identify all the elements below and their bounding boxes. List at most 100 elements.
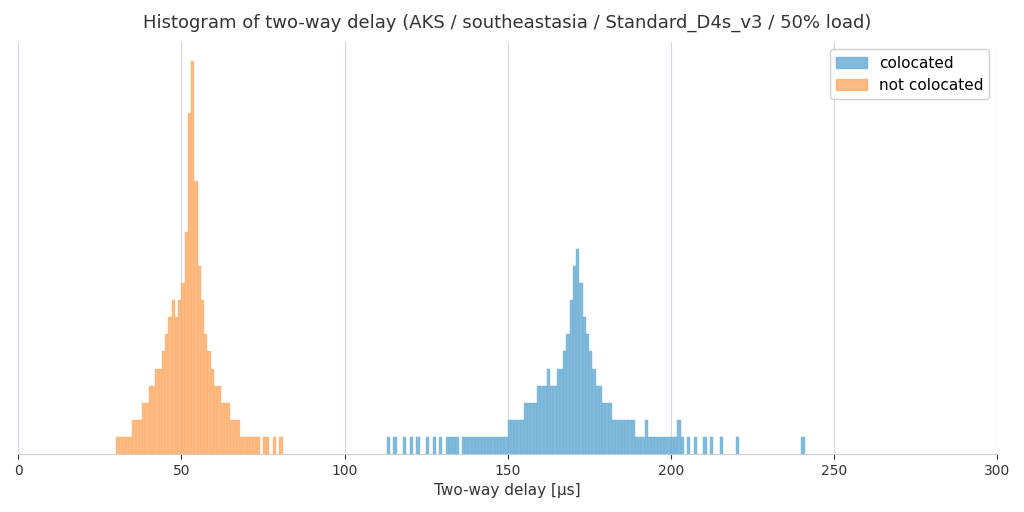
Bar xyxy=(501,437,505,454)
Bar xyxy=(453,437,456,454)
Bar xyxy=(511,420,514,454)
Bar xyxy=(495,437,498,454)
Bar xyxy=(550,386,553,454)
Bar xyxy=(172,300,175,454)
Bar xyxy=(492,437,495,454)
Bar xyxy=(132,420,136,454)
Bar xyxy=(250,437,253,454)
Bar xyxy=(240,437,244,454)
Bar xyxy=(625,420,629,454)
Bar xyxy=(615,420,618,454)
Bar xyxy=(505,437,508,454)
Bar xyxy=(608,402,612,454)
Bar xyxy=(671,437,674,454)
Bar xyxy=(586,334,589,454)
Bar xyxy=(178,300,181,454)
Bar xyxy=(266,437,269,454)
Bar xyxy=(456,437,459,454)
Bar xyxy=(481,437,484,454)
Bar xyxy=(184,232,188,454)
Bar xyxy=(439,437,442,454)
Bar xyxy=(272,437,276,454)
Bar xyxy=(618,420,622,454)
Bar xyxy=(152,386,156,454)
Bar xyxy=(537,386,541,454)
Bar xyxy=(622,420,625,454)
Bar xyxy=(596,386,599,454)
Bar xyxy=(208,351,211,454)
Bar xyxy=(498,437,501,454)
Bar xyxy=(665,437,668,454)
Bar xyxy=(403,437,407,454)
Bar xyxy=(263,437,266,454)
Bar xyxy=(198,266,201,454)
Bar xyxy=(563,351,566,454)
Bar xyxy=(188,113,191,454)
Bar xyxy=(417,437,420,454)
Bar xyxy=(195,181,198,454)
Bar xyxy=(220,402,224,454)
Bar xyxy=(475,437,478,454)
Bar xyxy=(632,420,635,454)
Bar xyxy=(557,369,560,454)
Bar xyxy=(553,386,557,454)
Bar xyxy=(148,386,152,454)
Bar xyxy=(136,420,139,454)
Bar xyxy=(534,402,537,454)
Bar xyxy=(165,334,168,454)
Bar xyxy=(687,437,690,454)
Bar xyxy=(465,437,468,454)
Bar xyxy=(589,351,593,454)
Bar xyxy=(168,317,172,454)
Bar xyxy=(677,420,681,454)
Bar xyxy=(116,437,120,454)
Bar xyxy=(508,420,511,454)
Bar xyxy=(156,369,159,454)
Bar xyxy=(681,437,684,454)
Bar xyxy=(703,437,707,454)
Bar xyxy=(472,437,475,454)
Bar xyxy=(693,437,697,454)
Bar xyxy=(256,437,260,454)
Bar xyxy=(159,369,162,454)
Bar xyxy=(583,317,586,454)
Bar xyxy=(629,420,632,454)
Bar xyxy=(524,402,527,454)
Bar xyxy=(478,437,481,454)
Bar xyxy=(191,61,195,454)
Bar xyxy=(253,437,256,454)
Bar xyxy=(648,437,651,454)
Bar xyxy=(201,300,204,454)
Bar xyxy=(217,386,220,454)
Bar xyxy=(638,437,641,454)
Bar xyxy=(244,437,247,454)
Bar xyxy=(569,300,572,454)
Bar xyxy=(123,437,126,454)
Bar xyxy=(527,402,530,454)
Bar xyxy=(674,437,677,454)
Bar xyxy=(577,249,580,454)
Bar xyxy=(445,437,449,454)
Bar xyxy=(142,402,145,454)
Bar xyxy=(211,369,214,454)
Bar xyxy=(517,420,520,454)
Bar xyxy=(233,420,237,454)
Bar xyxy=(230,420,233,454)
Bar xyxy=(247,437,250,454)
Bar xyxy=(175,317,178,454)
Bar xyxy=(462,437,465,454)
Bar xyxy=(580,283,583,454)
Bar xyxy=(572,266,577,454)
Bar xyxy=(541,386,544,454)
Bar xyxy=(602,402,605,454)
Bar xyxy=(547,369,550,454)
Bar xyxy=(720,437,723,454)
Bar xyxy=(599,386,602,454)
X-axis label: Two-way delay [μs]: Two-way delay [μs] xyxy=(434,483,581,498)
Bar xyxy=(641,437,645,454)
Bar xyxy=(214,386,217,454)
Bar xyxy=(657,437,660,454)
Bar xyxy=(654,437,657,454)
Bar xyxy=(468,437,472,454)
Bar xyxy=(410,437,413,454)
